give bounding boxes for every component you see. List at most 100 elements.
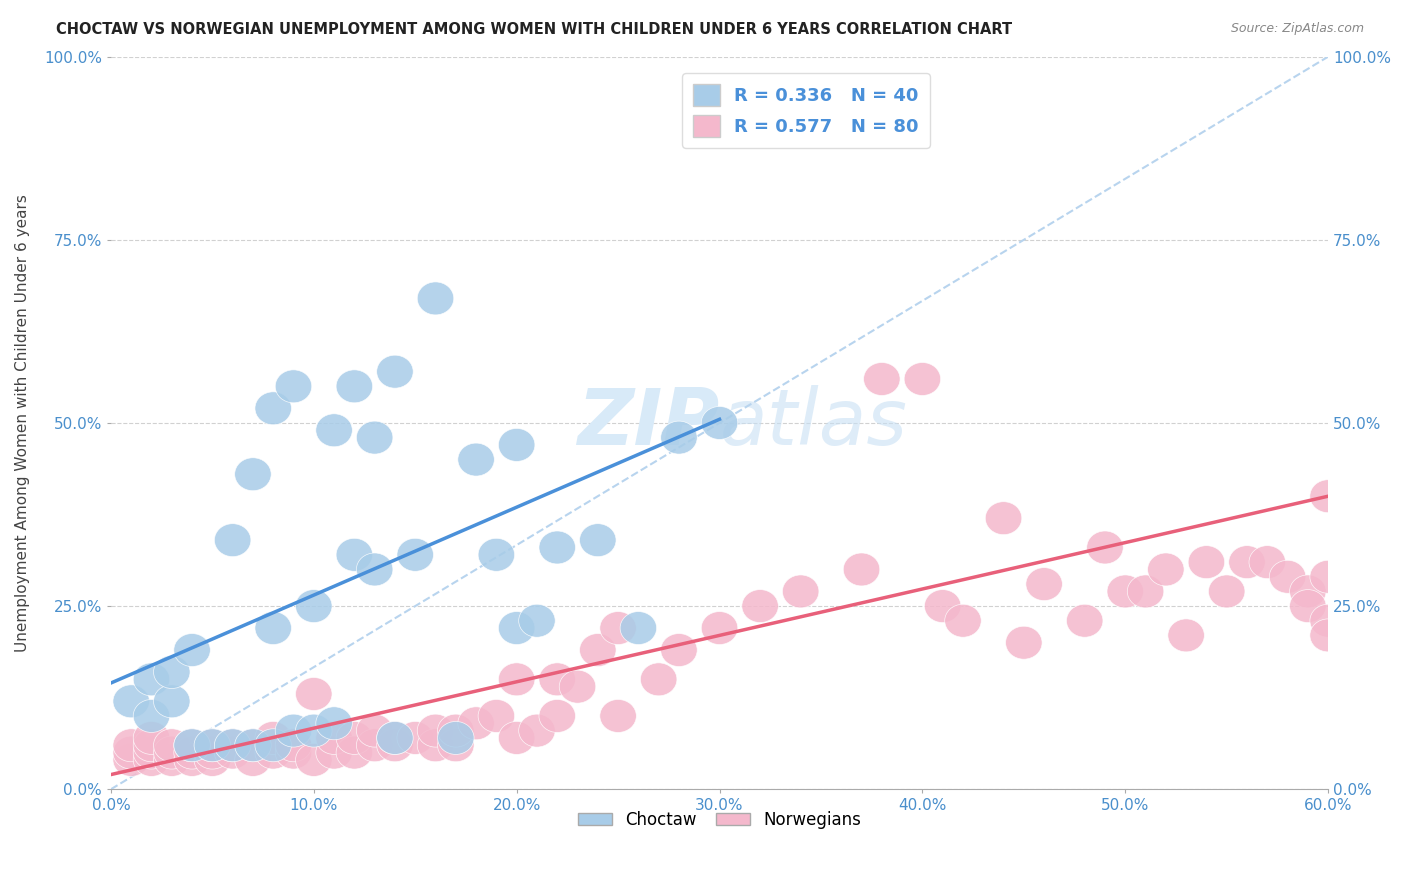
Ellipse shape: [782, 575, 818, 608]
Ellipse shape: [1147, 553, 1184, 586]
Ellipse shape: [134, 663, 170, 696]
Ellipse shape: [519, 714, 555, 747]
Ellipse shape: [153, 685, 190, 718]
Ellipse shape: [153, 736, 190, 769]
Ellipse shape: [1310, 480, 1347, 513]
Ellipse shape: [904, 362, 941, 395]
Ellipse shape: [276, 714, 312, 747]
Ellipse shape: [194, 729, 231, 762]
Ellipse shape: [134, 743, 170, 776]
Ellipse shape: [316, 736, 353, 769]
Ellipse shape: [1026, 567, 1063, 600]
Ellipse shape: [295, 678, 332, 710]
Ellipse shape: [235, 743, 271, 776]
Ellipse shape: [986, 501, 1022, 534]
Ellipse shape: [560, 670, 596, 703]
Ellipse shape: [1005, 626, 1042, 659]
Ellipse shape: [316, 414, 353, 447]
Ellipse shape: [235, 729, 271, 762]
Ellipse shape: [214, 736, 250, 769]
Ellipse shape: [538, 663, 575, 696]
Ellipse shape: [194, 729, 231, 762]
Ellipse shape: [377, 729, 413, 762]
Ellipse shape: [1310, 560, 1347, 593]
Ellipse shape: [254, 729, 291, 762]
Legend: Choctaw, Norwegians: Choctaw, Norwegians: [571, 805, 868, 836]
Ellipse shape: [418, 714, 454, 747]
Ellipse shape: [396, 539, 433, 571]
Ellipse shape: [498, 612, 534, 645]
Ellipse shape: [153, 656, 190, 689]
Ellipse shape: [1289, 590, 1326, 623]
Ellipse shape: [1188, 546, 1225, 579]
Ellipse shape: [478, 539, 515, 571]
Ellipse shape: [153, 743, 190, 776]
Ellipse shape: [437, 729, 474, 762]
Ellipse shape: [640, 663, 676, 696]
Ellipse shape: [458, 443, 495, 476]
Ellipse shape: [437, 722, 474, 755]
Ellipse shape: [336, 539, 373, 571]
Ellipse shape: [377, 722, 413, 755]
Ellipse shape: [295, 590, 332, 623]
Ellipse shape: [276, 370, 312, 403]
Text: ZIP: ZIP: [578, 385, 720, 461]
Ellipse shape: [538, 699, 575, 732]
Ellipse shape: [295, 714, 332, 747]
Ellipse shape: [174, 729, 211, 762]
Ellipse shape: [254, 736, 291, 769]
Ellipse shape: [600, 699, 637, 732]
Ellipse shape: [174, 743, 211, 776]
Ellipse shape: [702, 407, 738, 440]
Ellipse shape: [661, 421, 697, 454]
Ellipse shape: [134, 736, 170, 769]
Ellipse shape: [620, 612, 657, 645]
Ellipse shape: [112, 685, 149, 718]
Ellipse shape: [1208, 575, 1244, 608]
Ellipse shape: [356, 729, 392, 762]
Ellipse shape: [1168, 619, 1205, 652]
Ellipse shape: [863, 362, 900, 395]
Ellipse shape: [702, 612, 738, 645]
Ellipse shape: [1310, 619, 1347, 652]
Ellipse shape: [498, 428, 534, 461]
Ellipse shape: [396, 722, 433, 755]
Ellipse shape: [579, 633, 616, 666]
Ellipse shape: [174, 736, 211, 769]
Ellipse shape: [600, 612, 637, 645]
Ellipse shape: [336, 736, 373, 769]
Ellipse shape: [418, 282, 454, 315]
Ellipse shape: [1289, 575, 1326, 608]
Ellipse shape: [924, 590, 960, 623]
Ellipse shape: [214, 729, 250, 762]
Ellipse shape: [579, 524, 616, 557]
Ellipse shape: [538, 531, 575, 564]
Ellipse shape: [742, 590, 779, 623]
Ellipse shape: [1128, 575, 1164, 608]
Ellipse shape: [437, 714, 474, 747]
Ellipse shape: [356, 553, 392, 586]
Ellipse shape: [295, 743, 332, 776]
Ellipse shape: [661, 633, 697, 666]
Ellipse shape: [214, 729, 250, 762]
Ellipse shape: [174, 633, 211, 666]
Ellipse shape: [1249, 546, 1285, 579]
Ellipse shape: [377, 355, 413, 388]
Ellipse shape: [254, 612, 291, 645]
Text: CHOCTAW VS NORWEGIAN UNEMPLOYMENT AMONG WOMEN WITH CHILDREN UNDER 6 YEARS CORREL: CHOCTAW VS NORWEGIAN UNEMPLOYMENT AMONG …: [56, 22, 1012, 37]
Ellipse shape: [1066, 604, 1102, 637]
Ellipse shape: [112, 736, 149, 769]
Ellipse shape: [418, 729, 454, 762]
Ellipse shape: [945, 604, 981, 637]
Ellipse shape: [1087, 531, 1123, 564]
Ellipse shape: [316, 722, 353, 755]
Ellipse shape: [134, 729, 170, 762]
Ellipse shape: [1229, 546, 1265, 579]
Ellipse shape: [112, 729, 149, 762]
Ellipse shape: [134, 699, 170, 732]
Ellipse shape: [336, 722, 373, 755]
Ellipse shape: [356, 421, 392, 454]
Ellipse shape: [194, 743, 231, 776]
Ellipse shape: [498, 663, 534, 696]
Ellipse shape: [276, 736, 312, 769]
